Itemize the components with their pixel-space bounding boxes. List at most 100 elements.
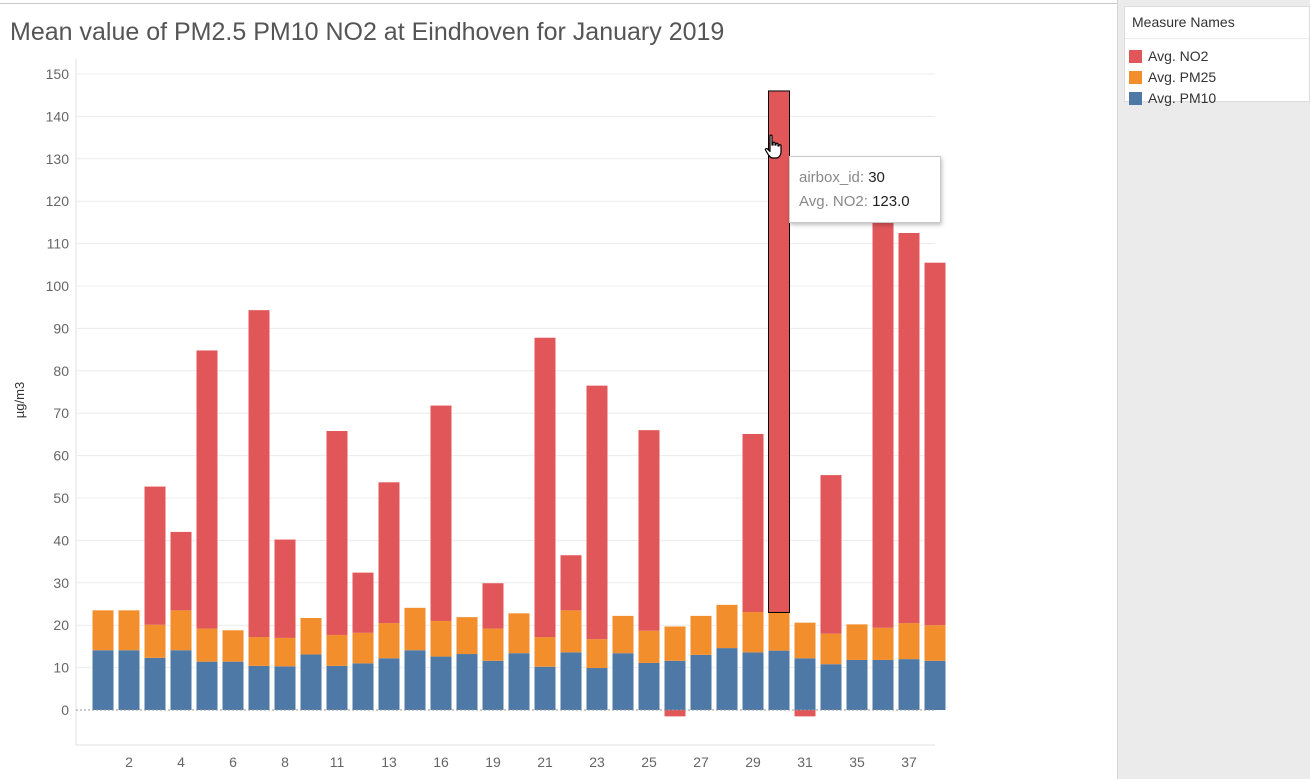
bar-avg-pm25-19[interactable] [560, 610, 582, 653]
bar-avg-pm10-30[interactable] [846, 659, 868, 710]
bar-avg-pm25-17[interactable] [508, 613, 530, 654]
bar-avg-no2-32[interactable] [898, 233, 920, 624]
bar-avg-pm25-14[interactable] [430, 620, 452, 657]
bar-avg-pm10-13[interactable] [404, 650, 426, 710]
bar-avg-pm25-8[interactable] [274, 637, 296, 667]
bar-avg-pm10-14[interactable] [430, 656, 452, 710]
legend-item-pm25[interactable]: Avg. PM25 [1129, 68, 1216, 86]
bar-avg-pm25-26[interactable] [742, 612, 764, 653]
bar-avg-pm10-12[interactable] [378, 658, 400, 710]
bar-avg-pm25-33[interactable] [924, 625, 946, 661]
bar-avg-pm10-5[interactable] [196, 661, 218, 710]
bar-avg-no2-26[interactable] [742, 433, 764, 613]
bar-avg-pm25-25[interactable] [716, 604, 738, 649]
bar-avg-no2-12[interactable] [378, 482, 400, 624]
bar-avg-pm10-17[interactable] [508, 653, 530, 710]
bar-avg-pm10-28[interactable] [794, 658, 816, 710]
bar-avg-pm25-22[interactable] [638, 630, 660, 663]
bar-avg-pm10-1[interactable] [92, 650, 114, 710]
bar-avg-pm25-3[interactable] [144, 624, 166, 658]
bar-avg-pm25-24[interactable] [690, 615, 712, 655]
bar-avg-no2-3[interactable] [144, 486, 166, 625]
bar-avg-no2-33[interactable] [924, 262, 946, 626]
bar-avg-pm25-7[interactable] [248, 637, 270, 666]
bar-avg-no2-19[interactable] [560, 555, 582, 611]
bar-avg-pm25-13[interactable] [404, 607, 426, 651]
bar-avg-pm25-18[interactable] [534, 637, 556, 667]
legend-swatch-pm25 [1129, 70, 1142, 84]
bar-avg-pm25-31[interactable] [872, 627, 894, 660]
bar-avg-pm25-30[interactable] [846, 624, 868, 660]
bar-avg-no2-20[interactable] [586, 385, 608, 640]
bar-avg-no2-16[interactable] [482, 583, 504, 629]
bar-avg-pm25-20[interactable] [586, 639, 608, 669]
bar-avg-pm10-9[interactable] [300, 654, 322, 710]
bar-avg-pm10-22[interactable] [638, 662, 660, 710]
bar-avg-pm10-31[interactable] [872, 659, 894, 710]
y-axis-title: µg/m3 [12, 382, 27, 418]
bar-avg-pm10-3[interactable] [144, 657, 166, 710]
bar-avg-pm10-21[interactable] [612, 653, 634, 710]
bar-avg-pm25-32[interactable] [898, 623, 920, 660]
y-tick-label: 40 [53, 532, 69, 548]
bar-avg-pm10-16[interactable] [482, 660, 504, 710]
bar-avg-pm25-2[interactable] [118, 610, 140, 651]
bar-avg-pm10-23[interactable] [664, 660, 686, 710]
chart-area[interactable]: 0 10 20 30 40 50 60 70 80 90 100 110 120 130 140 150 µg/… [0, 0, 1117, 779]
y-tick-label: 30 [53, 575, 69, 591]
bar-avg-pm10-2[interactable] [118, 650, 140, 710]
bar-avg-pm10-25[interactable] [716, 648, 738, 710]
bar-avg-pm25-6[interactable] [222, 630, 244, 662]
bar-avg-pm25-29[interactable] [820, 633, 842, 665]
bar-avg-pm25-21[interactable] [612, 615, 634, 654]
bar-avg-pm25-12[interactable] [378, 623, 400, 659]
legend[interactable]: Measure Names Avg. NO2 Avg. PM25 Avg. PM… [1124, 6, 1310, 106]
bar-avg-pm10-8[interactable] [274, 666, 296, 710]
bar-avg-no2-31[interactable] [872, 218, 894, 628]
bar-avg-no2-27[interactable] [768, 90, 790, 613]
bar-avg-no2-28[interactable] [794, 710, 816, 717]
bar-avg-no2-18[interactable] [534, 337, 556, 638]
bar-avg-no2-8[interactable] [274, 539, 296, 638]
bar-avg-pm25-15[interactable] [456, 617, 478, 655]
bar-avg-pm25-9[interactable] [300, 617, 322, 655]
bar-avg-no2-29[interactable] [820, 475, 842, 634]
bar-avg-pm10-32[interactable] [898, 659, 920, 710]
bar-avg-no2-11[interactable] [352, 572, 374, 633]
legend-item-pm10[interactable]: Avg. PM10 [1129, 89, 1216, 107]
bar-avg-pm10-29[interactable] [820, 664, 842, 710]
bar-avg-no2-23[interactable] [664, 710, 686, 717]
bar-avg-pm25-28[interactable] [794, 622, 816, 659]
bar-avg-no2-5[interactable] [196, 350, 218, 629]
bar-avg-pm10-10[interactable] [326, 665, 348, 710]
bar-avg-pm25-11[interactable] [352, 632, 374, 664]
bar-avg-pm25-10[interactable] [326, 634, 348, 666]
bar-avg-pm25-27[interactable] [768, 612, 790, 651]
bar-avg-pm25-4[interactable] [170, 610, 192, 651]
bar-avg-no2-10[interactable] [326, 431, 348, 635]
bar-avg-pm10-19[interactable] [560, 652, 582, 710]
bar-avg-pm25-16[interactable] [482, 628, 504, 661]
chart-title: Mean value of PM2.5 PM10 NO2 at Eindhove… [10, 18, 725, 46]
bar-avg-pm25-23[interactable] [664, 626, 686, 661]
bar-avg-pm10-24[interactable] [690, 654, 712, 710]
legend-swatch-pm10 [1129, 91, 1142, 105]
bar-avg-pm25-1[interactable] [92, 610, 114, 651]
bar-avg-no2-7[interactable] [248, 310, 270, 638]
bar-avg-pm25-5[interactable] [196, 628, 218, 662]
bar-avg-pm10-20[interactable] [586, 668, 608, 710]
bar-avg-pm10-4[interactable] [170, 650, 192, 710]
y-tick-label: 20 [53, 617, 69, 633]
bar-avg-pm10-27[interactable] [768, 650, 790, 710]
bar-avg-pm10-7[interactable] [248, 665, 270, 710]
bar-avg-pm10-33[interactable] [924, 660, 946, 710]
bar-avg-no2-22[interactable] [638, 430, 660, 631]
legend-item-no2[interactable]: Avg. NO2 [1129, 47, 1208, 65]
bar-avg-pm10-11[interactable] [352, 663, 374, 710]
bar-avg-pm10-6[interactable] [222, 661, 244, 710]
bar-avg-pm10-26[interactable] [742, 652, 764, 710]
bar-avg-pm10-18[interactable] [534, 666, 556, 710]
bar-avg-no2-14[interactable] [430, 405, 452, 621]
bar-avg-pm10-15[interactable] [456, 654, 478, 710]
bar-avg-no2-4[interactable] [170, 531, 192, 611]
